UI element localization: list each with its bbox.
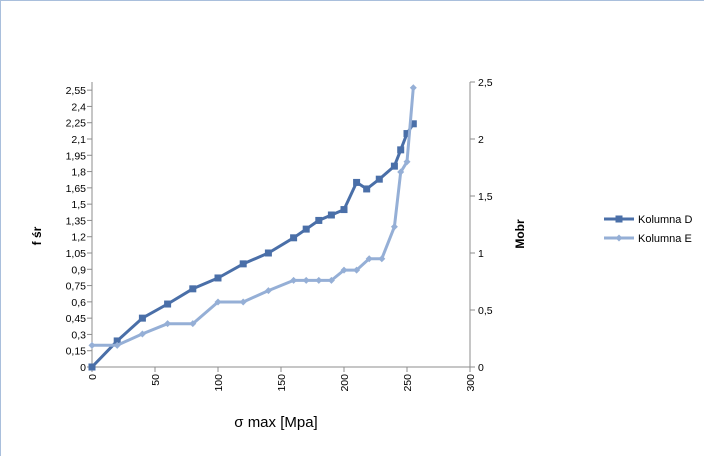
series-line — [92, 87, 415, 347]
y-left-tick-label: 2,25 — [66, 118, 87, 130]
series-kolumna-e — [88, 84, 417, 349]
data-point-diamond — [409, 84, 417, 92]
data-point-diamond — [390, 223, 398, 231]
series-kolumna-d — [88, 120, 417, 371]
series-layer — [88, 84, 417, 371]
data-point-diamond — [403, 158, 411, 166]
data-point-square — [375, 175, 383, 183]
y-left-tick-label: 1,95 — [66, 150, 87, 162]
data-point-diamond — [164, 320, 172, 328]
x-tick-label: 50 — [150, 374, 162, 386]
y-left-tick-label: 2,55 — [66, 85, 87, 97]
data-point-square — [189, 285, 197, 293]
y-right-tick-label: 0,5 — [478, 305, 493, 317]
legend: Kolumna D Kolumna E — [604, 214, 692, 245]
y-left-tick-label: 1,65 — [66, 183, 87, 195]
data-point-square — [403, 130, 411, 138]
data-point-diamond — [353, 266, 361, 274]
data-point-diamond — [315, 276, 323, 284]
data-point-square — [214, 274, 222, 282]
data-point-square — [363, 185, 371, 193]
x-tick-label: 200 — [339, 374, 351, 392]
x-axis-label: σ max [Mpa] — [234, 414, 317, 431]
x-tick-label: 100 — [213, 374, 225, 392]
data-point-diamond — [113, 341, 121, 349]
series-line — [90, 122, 415, 369]
data-point-diamond — [138, 330, 146, 338]
data-point-square — [327, 211, 335, 219]
y-right-tick-label: 1,5 — [478, 191, 493, 203]
data-point-square — [315, 216, 323, 224]
data-point-square — [239, 260, 247, 268]
data-point-square — [353, 178, 361, 186]
data-point-diamond — [397, 168, 405, 176]
data-point-square — [397, 146, 405, 154]
data-point-diamond — [365, 255, 373, 263]
data-point-diamond — [340, 266, 348, 274]
y-left-tick-label: 1,5 — [71, 199, 86, 211]
data-point-square — [164, 300, 172, 308]
y-left-tick-label: 0,9 — [71, 264, 86, 276]
legend-marker-square — [615, 215, 623, 223]
y-axis-left-label: f śr — [30, 226, 44, 245]
y-left-tick-label: 0,6 — [71, 297, 86, 309]
y-left-tick-label: 2,4 — [71, 101, 86, 113]
data-point-diamond — [302, 276, 310, 284]
data-point-square — [88, 363, 96, 371]
data-point-square — [138, 314, 146, 322]
axes: 0 0,15 0,3 0,45 0,6 0,75 0,9 1,05 1,2 1,35 1,5 1,65… — [66, 77, 493, 392]
y-left-tick-label: 0,3 — [71, 329, 86, 341]
data-point-square — [390, 162, 398, 170]
y-axis-right-label: Mobr — [513, 219, 527, 249]
data-point-square — [113, 337, 121, 345]
y-left-tick-label: 1,2 — [71, 232, 86, 244]
data-point-diamond — [327, 276, 335, 284]
x-tick-label: 0 — [87, 374, 99, 380]
data-point-square — [290, 234, 298, 242]
legend-label: Kolumna E — [638, 233, 692, 245]
data-point-diamond — [189, 320, 197, 328]
data-point-square — [409, 120, 417, 128]
data-point-diamond — [378, 255, 386, 263]
y-left-tick-label: 1,05 — [66, 248, 87, 260]
y-left-tick-label: 0,45 — [66, 313, 87, 325]
data-point-square — [302, 225, 310, 233]
data-point-diamond — [264, 287, 272, 295]
legend-label: Kolumna D — [638, 214, 692, 226]
y-right-tick-label: 0 — [478, 362, 484, 374]
x-tick-label: 250 — [402, 374, 414, 392]
y-right-tick-label: 2,5 — [478, 77, 493, 89]
y-left-tick-label: 1,8 — [71, 167, 86, 179]
data-point-square — [340, 206, 348, 214]
data-point-diamond — [214, 298, 222, 306]
y-left-tick-label: 2,1 — [71, 134, 86, 146]
y-right-tick-label: 1 — [478, 248, 484, 260]
x-tick-label: 300 — [465, 374, 477, 392]
data-point-diamond — [239, 298, 247, 306]
y-left-tick-label: 0 — [80, 362, 86, 374]
legend-marker-diamond — [615, 234, 623, 242]
data-point-diamond — [290, 276, 298, 284]
y-right-tick-label: 2 — [478, 134, 484, 146]
x-tick-label: 150 — [276, 374, 288, 392]
y-left-tick-label: 0,75 — [66, 281, 87, 293]
y-left-tick-label: 0,15 — [66, 346, 87, 358]
y-left-tick-label: 1,35 — [66, 215, 87, 227]
data-point-diamond — [88, 341, 96, 349]
data-point-square — [264, 249, 272, 257]
